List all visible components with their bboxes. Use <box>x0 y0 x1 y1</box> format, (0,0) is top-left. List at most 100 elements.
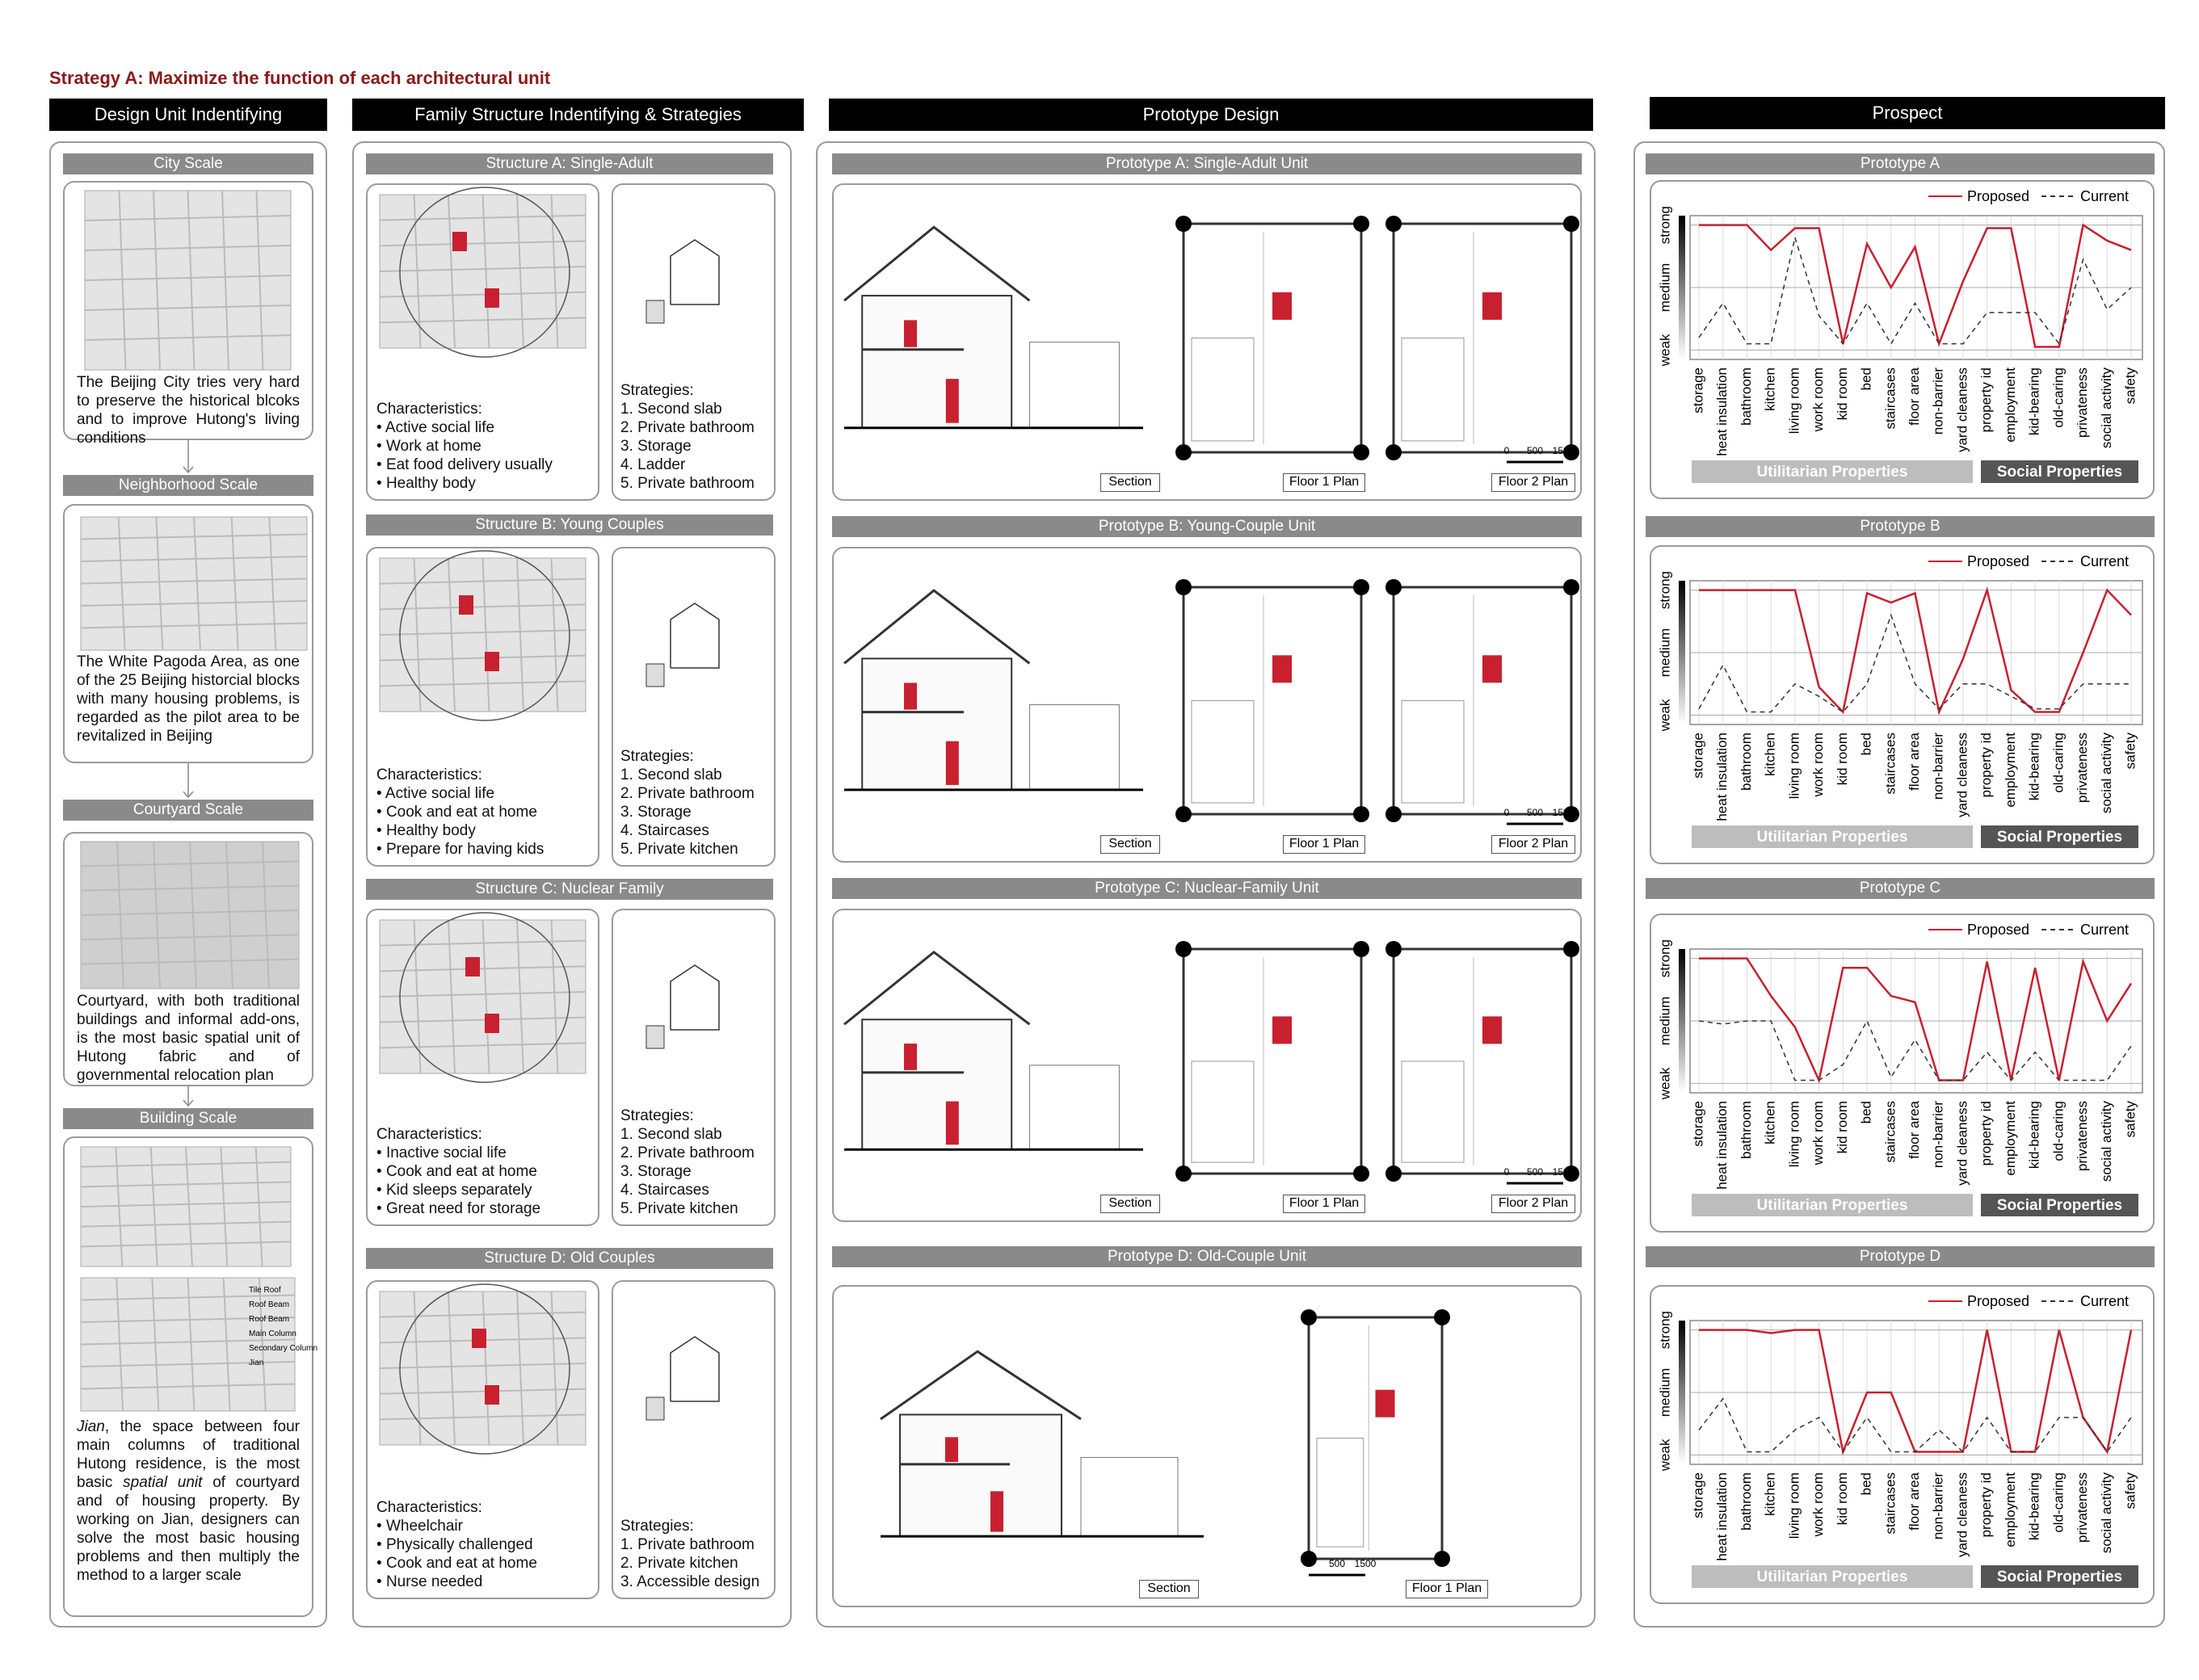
category-label: work room <box>1810 733 1826 797</box>
column <box>1385 579 1402 595</box>
figure <box>945 379 959 423</box>
map-line <box>448 194 456 349</box>
diagram-label: Jian <box>249 1359 263 1367</box>
map-line <box>84 215 292 221</box>
plan-room <box>1401 1060 1465 1163</box>
map-line <box>80 1161 292 1168</box>
category-label: kid room <box>1835 1101 1850 1153</box>
category-label: social activity <box>2099 1472 2114 1554</box>
category-label: property id <box>1978 368 1994 432</box>
category-label: bathroom <box>1739 733 1754 791</box>
diagram-label: Tile Roof <box>249 1286 281 1295</box>
category-label: employment <box>2003 1101 2018 1176</box>
map-line <box>379 266 587 272</box>
scale-header: Neighborhood Scale <box>63 475 313 496</box>
category-label: non-barrier <box>1931 368 1946 435</box>
category-label: privateness <box>2075 1472 2090 1543</box>
strategy: 3. Accessible design <box>620 1573 760 1590</box>
map-line <box>481 557 490 712</box>
drawing-caption: Section <box>1100 835 1160 854</box>
radius <box>399 912 570 1083</box>
unit <box>485 288 499 308</box>
roof <box>843 589 1031 665</box>
drawing-caption: Floor 2 Plan <box>1491 1195 1575 1213</box>
column <box>1434 1551 1450 1567</box>
series-line <box>1698 1019 2132 1082</box>
scale-gradient <box>1679 1321 1685 1464</box>
structure-header: Structure A: Single-Adult <box>366 153 773 174</box>
roof <box>880 1350 1082 1421</box>
chart-title: Prototype A <box>1646 153 2155 174</box>
category-label: privateness <box>2075 1101 2090 1171</box>
structure-header: Structure D: Old Couples <box>366 1248 773 1269</box>
map-line <box>185 1146 193 1267</box>
category-label: safety <box>2122 1472 2138 1510</box>
column <box>1175 444 1192 460</box>
category-label: living room <box>1786 368 1802 434</box>
map-line <box>516 194 524 349</box>
strategy: 3. Storage <box>620 1163 692 1180</box>
map-line <box>80 556 308 562</box>
category-label: bed <box>1859 1472 1874 1495</box>
category-label: bed <box>1859 733 1874 755</box>
strategy: 1. Second slab <box>620 401 722 418</box>
figure <box>945 1437 958 1463</box>
category-label: kid-bearing <box>2027 1472 2042 1540</box>
strategies-label: Strategies: <box>620 748 694 765</box>
column <box>1175 1166 1192 1182</box>
strategy-box <box>612 183 776 501</box>
arrow-head <box>183 466 194 474</box>
characteristic: Cook and eat at home <box>376 803 595 821</box>
map-line <box>481 194 490 349</box>
map-line <box>80 1294 296 1301</box>
y-tick-label: medium <box>1657 263 1672 312</box>
category-label: old-caring <box>2050 368 2066 428</box>
map-line <box>254 1146 263 1267</box>
map-line <box>413 194 422 349</box>
scale-gradient <box>1679 949 1685 1093</box>
map-line <box>379 317 587 324</box>
column <box>1563 1166 1579 1182</box>
plan-room <box>1401 338 1465 442</box>
map-line <box>153 841 161 989</box>
wall <box>899 1413 1062 1538</box>
column <box>1563 444 1579 460</box>
series-line <box>1699 223 2132 348</box>
diagram-label: Main Column <box>249 1329 296 1338</box>
group-label: Utilitarian Properties <box>1757 829 1908 846</box>
category-label: employment <box>2003 1472 2018 1548</box>
chart-title: Prototype D <box>1646 1246 2155 1267</box>
figure <box>945 741 959 785</box>
legend-label: Proposed <box>1967 553 2029 569</box>
map-line <box>80 884 300 892</box>
strategy-box <box>612 547 776 867</box>
map-line <box>448 557 456 712</box>
characteristic: Cook and eat at home <box>376 1554 595 1573</box>
unit <box>459 595 473 615</box>
y-tick-label: medium <box>1657 628 1672 677</box>
column <box>1175 216 1192 232</box>
characteristic: Work at home <box>376 437 595 456</box>
map-line <box>118 190 127 371</box>
diagram-label: Secondary Column <box>249 1344 317 1353</box>
map-line <box>379 578 587 585</box>
axon <box>670 964 720 1031</box>
annex <box>1028 1065 1120 1150</box>
characteristic: Cook and eat at home <box>376 1162 595 1181</box>
column <box>1353 941 1369 957</box>
scale-bar-label: 0 <box>1504 1166 1510 1178</box>
characteristics-label: Characteristics: <box>376 401 482 418</box>
plan-room <box>1191 1060 1255 1163</box>
map-line <box>80 1317 296 1323</box>
plan-room <box>1191 338 1255 442</box>
map-line <box>116 1277 124 1412</box>
map-line <box>516 919 524 1074</box>
column <box>1563 579 1579 595</box>
column <box>1434 1309 1450 1325</box>
category-label: living room <box>1786 1101 1802 1167</box>
category-label: employment <box>2003 368 2018 443</box>
figure <box>1482 1016 1502 1044</box>
figure <box>904 1044 917 1070</box>
category-label: floor area <box>1907 1100 1922 1158</box>
